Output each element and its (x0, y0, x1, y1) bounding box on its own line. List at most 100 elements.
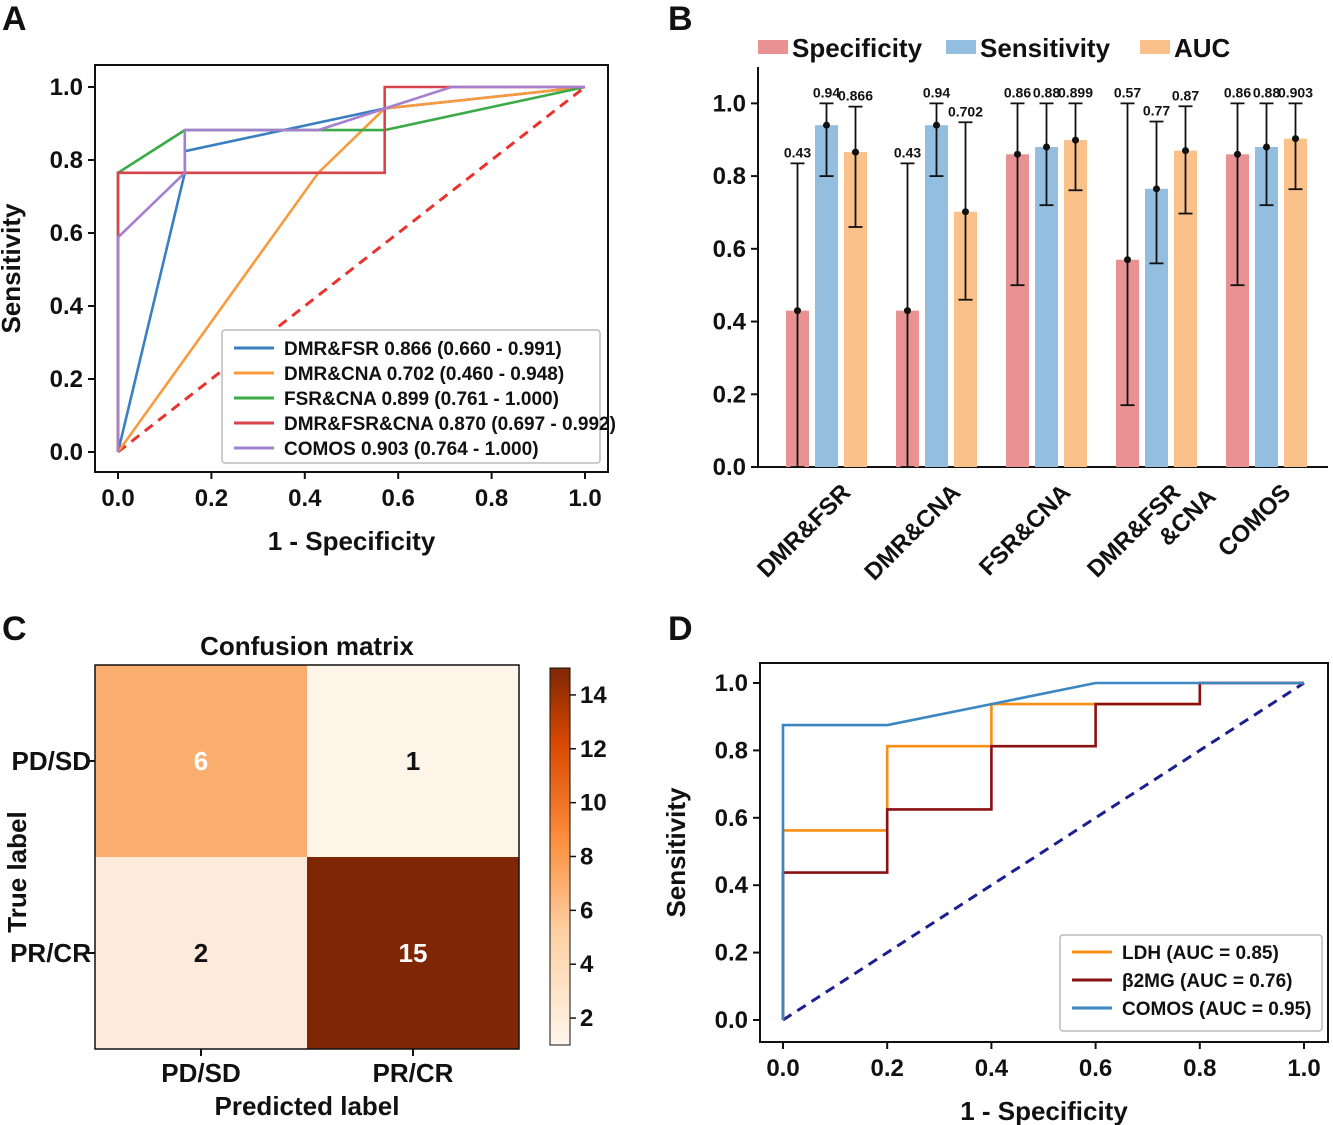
panel-b-data-label: 0.86 (1224, 84, 1251, 100)
panel-b-bar (1255, 147, 1278, 467)
panel-a-x-tick-label: 0.0 (101, 485, 134, 512)
panel-c-matrix-frame (94, 664, 520, 1050)
panel-d-x-tick-label: 0.6 (1079, 1055, 1112, 1082)
panel-b-bar (1006, 154, 1029, 468)
panel-b-data-label: 0.94 (923, 84, 950, 100)
panel-letter-d: D (668, 610, 693, 648)
panel-b-point-marker (962, 208, 969, 216)
panel-c-y-axis-label: True label (2, 811, 32, 932)
panel-b-data-label: 0.43 (784, 144, 811, 160)
panel-a-y-tick-label: 0.2 (50, 366, 83, 393)
panel-d-legend-box (1059, 934, 1323, 1032)
panel-b-bar (844, 152, 867, 467)
panel-a-y-tick-label: 0.0 (50, 439, 83, 466)
panel-d-roc-chart: 0.0 0.2 0.4 0.6 0.8 1.0 0.0 0.2 0.4 0.6 0.8 1.0 1 - … (661, 662, 1329, 1125)
panel-d-x-tick-label: 0.0 (766, 1055, 799, 1082)
panel-b-legend-swatch-2 (946, 40, 976, 54)
panel-c-row-label: PD/SD (12, 746, 91, 776)
panel-b-point-marker (852, 148, 859, 156)
panel-d-series-line-3 (781, 681, 1304, 1020)
panel-a-y-tick-label: 0.6 (50, 220, 83, 247)
panel-b-bar (954, 211, 977, 467)
panel-b-data-label: 0.43 (894, 144, 921, 160)
panel-b-category-label: DMR&CNA (859, 479, 966, 586)
panel-b-bar (1174, 150, 1197, 468)
panel-b-legend-label-3: AUC (1174, 33, 1231, 63)
panel-b-point-marker (1292, 135, 1299, 143)
panel-a-series-line-5 (116, 85, 585, 452)
panel-letter-a: A (2, 0, 27, 38)
panel-b-point-marker (904, 307, 911, 315)
panel-b-y-tick-label: 0.4 (713, 309, 747, 336)
panel-a-x-axis-label: 1 - Specificity (268, 526, 436, 556)
panel-letter-b: B (668, 0, 693, 38)
panel-a-legend-label-4: DMR&FSR&CNA 0.870 (0.697 - 0.992) (284, 414, 616, 435)
panel-a-x-tick-label: 0.2 (195, 485, 228, 512)
panel-a-legend-label-5: COMOS 0.903 (0.764 - 1.000) (284, 439, 539, 460)
panel-b-bar (1064, 140, 1087, 467)
panel-a-x-tick-label: 0.6 (382, 485, 415, 512)
panel-b-point-marker (1124, 256, 1131, 264)
panel-b-legend-label-2: Sensitivity (980, 33, 1111, 63)
panel-d-plot-frame (759, 662, 1329, 1043)
panel-b-data-label: 0.57 (1114, 84, 1141, 100)
panel-b-point-marker (1182, 147, 1189, 155)
panel-b-point-marker (1263, 143, 1270, 151)
panel-b-category-label-line: FSR&CNA (974, 479, 1076, 581)
panel-c-colorbar-tick-label: 10 (580, 790, 607, 817)
panel-a-roc-chart: 0.0 0.2 0.4 0.6 0.8 1.0 0.0 0.2 0.4 0.6 0.8 1.0 1 - … (0, 64, 616, 556)
panel-d-y-tick-label: 0.8 (715, 737, 748, 764)
panel-b-bar-chart: 0.00.20.40.60.81.00.430.940.866DMR&FSR0.… (713, 33, 1328, 586)
panel-b-point-marker (1014, 150, 1021, 158)
panel-c-colorbar-tick-label: 4 (580, 951, 594, 978)
panel-b-category-label-line: COMOS (1213, 479, 1296, 562)
panel-b-category-label: FSR&CNA (974, 479, 1076, 581)
panel-c-x-axis-label: Predicted label (215, 1091, 400, 1121)
panel-d-chance-diagonal (782, 681, 1305, 1022)
panel-b-category-label-line: DMR&CNA (859, 479, 966, 586)
panel-b-y-tick-label: 0.2 (713, 381, 746, 408)
panel-b-data-label: 0.88 (1033, 84, 1060, 100)
panel-b-category-label: DMR&FSR (752, 479, 856, 583)
panel-c-cell (95, 665, 307, 857)
panel-a-series-line-4 (116, 85, 585, 452)
panel-d-legend-label-1: LDH (AUC = 0.85) (1122, 943, 1279, 964)
panel-b-y-tick-label: 1.0 (713, 90, 746, 117)
panel-b-data-label: 0.88 (1253, 84, 1280, 100)
panel-b-y-tick-label: 0.6 (713, 236, 746, 263)
panel-c-colorbar (549, 667, 571, 1046)
panel-d-y-tick-label: 0.2 (715, 940, 748, 967)
panel-a-x-tick-label: 0.8 (475, 485, 508, 512)
panel-b-point-marker (823, 121, 830, 129)
panel-c-colorbar-tick-label: 12 (580, 736, 607, 763)
panel-b-data-label: 0.77 (1143, 103, 1170, 119)
panel-d-y-axis-label: Sensitivity (661, 787, 691, 918)
panel-a-y-tick-label: 0.8 (50, 147, 83, 174)
panel-c-colorbar-tick-label: 6 (580, 897, 593, 924)
panel-c-colorbar-tick-label: 2 (580, 1005, 593, 1032)
panel-b-bar (815, 125, 838, 467)
panel-d-x-tick-label: 0.8 (1183, 1055, 1216, 1082)
panel-b-point-marker (794, 307, 801, 315)
panel-d-legend-label-3: COMOS (AUC = 0.95) (1122, 999, 1312, 1020)
panel-b-point-marker (1153, 185, 1160, 193)
panel-b-point-marker (1072, 136, 1079, 144)
panel-c-colorbar-tick-label: 8 (580, 844, 593, 871)
panel-b-point-marker (1234, 150, 1241, 158)
panel-a-series-line-2 (116, 85, 586, 453)
panel-b-legend-swatch-3 (1140, 40, 1170, 54)
panel-a-y-tick-label: 1.0 (50, 74, 83, 101)
panel-c-cell (95, 857, 307, 1049)
panel-b-bar (1145, 188, 1168, 467)
panel-b-legend-swatch-1 (758, 40, 788, 54)
panel-a-chance-diagonal (117, 85, 586, 454)
panel-a-legend-label-1: DMR&FSR 0.866 (0.660 - 0.991) (284, 339, 562, 360)
panel-c-cell (307, 665, 519, 857)
panel-b-category-label-line: DMR&FSR (752, 479, 856, 583)
panel-b-data-label: 0.903 (1278, 84, 1313, 100)
panel-a-x-tick-label: 0.4 (288, 485, 322, 512)
panel-b-data-label: 0.86 (1004, 84, 1031, 100)
panel-c-colorbar-tick-label: 14 (580, 682, 607, 709)
